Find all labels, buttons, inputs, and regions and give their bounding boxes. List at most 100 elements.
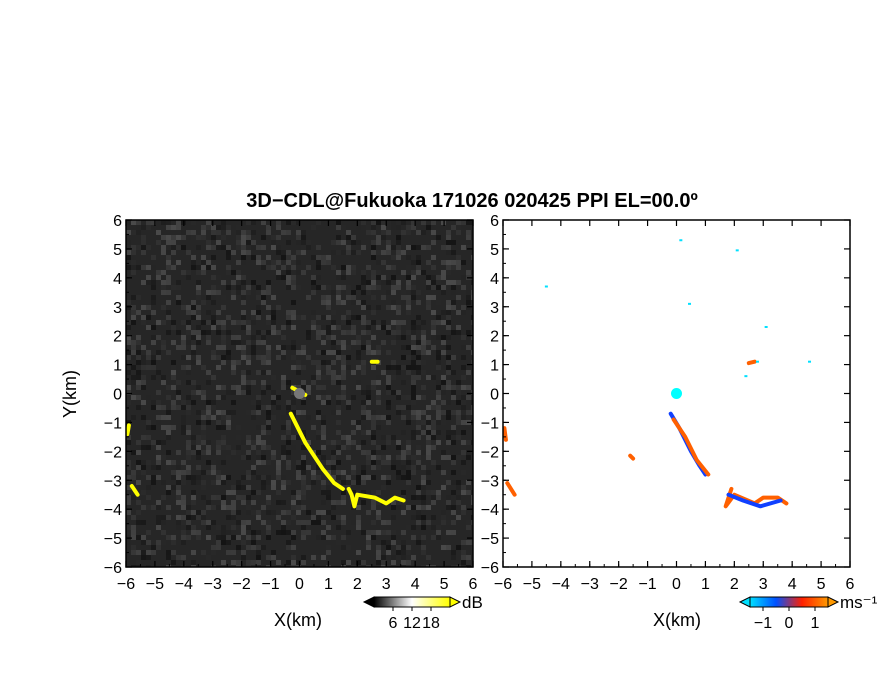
noise-cell xyxy=(331,345,336,350)
noise-cell xyxy=(241,380,246,385)
noise-cell xyxy=(436,420,441,425)
noise-cell xyxy=(361,400,366,405)
noise-cell xyxy=(321,350,326,355)
noise-cell xyxy=(431,435,436,440)
noise-cell xyxy=(406,280,411,285)
noise-cell xyxy=(151,255,156,260)
noise-cell xyxy=(256,255,261,260)
noise-cell xyxy=(166,240,171,245)
noise-cell xyxy=(376,500,381,505)
noise-cell xyxy=(181,505,186,510)
noise-cell xyxy=(436,395,441,400)
noise-cell xyxy=(461,485,466,490)
noise-cell xyxy=(461,335,466,340)
noise-cell xyxy=(321,535,326,540)
noise-cell xyxy=(406,365,411,370)
noise-cell xyxy=(386,540,391,545)
noise-cell xyxy=(411,245,416,250)
noise-cell xyxy=(356,515,361,520)
noise-cell xyxy=(391,255,396,260)
noise-cell xyxy=(231,550,236,555)
noise-cell xyxy=(241,445,246,450)
noise-cell xyxy=(326,460,331,465)
noise-cell xyxy=(176,380,181,385)
noise-cell xyxy=(461,460,466,465)
noise-cell xyxy=(186,330,191,335)
noise-cell xyxy=(401,290,406,295)
noise-cell xyxy=(251,535,256,540)
noise-cell xyxy=(416,505,421,510)
noise-cell xyxy=(136,395,141,400)
noise-cell xyxy=(201,415,206,420)
noise-cell xyxy=(411,560,416,565)
noise-cell xyxy=(171,320,176,325)
noise-cell xyxy=(436,285,441,290)
noise-cell xyxy=(221,475,226,480)
y-tick-label: 3 xyxy=(113,300,122,317)
noise-cell xyxy=(241,390,246,395)
noise-cell xyxy=(191,525,196,530)
noise-cell xyxy=(221,420,226,425)
noise-cell xyxy=(141,315,146,320)
noise-cell xyxy=(131,515,136,520)
noise-cell xyxy=(376,270,381,275)
noise-cell xyxy=(191,450,196,455)
noise-cell xyxy=(306,240,311,245)
noise-cell xyxy=(331,335,336,340)
noise-cell xyxy=(361,465,366,470)
noise-cell xyxy=(316,410,321,415)
colorbar-bar xyxy=(749,596,829,608)
noise-cell xyxy=(391,555,396,560)
noise-cell xyxy=(226,250,231,255)
echo-trace xyxy=(671,417,711,477)
noise-cell xyxy=(386,415,391,420)
noise-cell xyxy=(136,375,141,380)
noise-cell xyxy=(241,310,246,315)
noise-cell xyxy=(431,265,436,270)
noise-cell xyxy=(171,240,176,245)
echo-speckle xyxy=(735,249,739,252)
x-tick-label: 1 xyxy=(324,576,333,593)
noise-cell xyxy=(171,235,176,240)
noise-cell xyxy=(321,340,326,345)
noise-cell xyxy=(336,540,341,545)
noise-cell xyxy=(326,255,331,260)
noise-cell xyxy=(426,555,431,560)
noise-cell xyxy=(176,555,181,560)
reflectivity-y-label: Y(km) xyxy=(60,370,80,418)
noise-cell xyxy=(341,345,346,350)
noise-cell xyxy=(351,265,356,270)
noise-cell xyxy=(356,355,361,360)
noise-cell xyxy=(141,225,146,230)
noise-cell xyxy=(381,250,386,255)
noise-cell xyxy=(391,530,396,535)
noise-cell xyxy=(191,445,196,450)
velocity-echoes xyxy=(503,239,812,509)
noise-cell xyxy=(126,335,131,340)
noise-cell xyxy=(366,305,371,310)
noise-cell xyxy=(396,445,401,450)
y-tick-label: 5 xyxy=(490,242,499,259)
noise-cell xyxy=(336,460,341,465)
noise-cell xyxy=(446,410,451,415)
noise-cell xyxy=(396,310,401,315)
noise-cell xyxy=(421,480,426,485)
noise-cell xyxy=(196,385,201,390)
noise-cell xyxy=(256,515,261,520)
noise-cell xyxy=(276,490,281,495)
noise-cell xyxy=(291,265,296,270)
noise-cell xyxy=(386,480,391,485)
noise-cell xyxy=(206,450,211,455)
noise-cell xyxy=(271,320,276,325)
noise-cell xyxy=(371,310,376,315)
noise-cell xyxy=(351,440,356,445)
noise-cell xyxy=(276,250,281,255)
noise-cell xyxy=(401,530,406,535)
noise-cell xyxy=(241,495,246,500)
noise-cell xyxy=(266,420,271,425)
noise-cell xyxy=(441,545,446,550)
noise-cell xyxy=(421,500,426,505)
noise-cell xyxy=(226,245,231,250)
noise-cell xyxy=(196,295,201,300)
noise-cell xyxy=(156,475,161,480)
